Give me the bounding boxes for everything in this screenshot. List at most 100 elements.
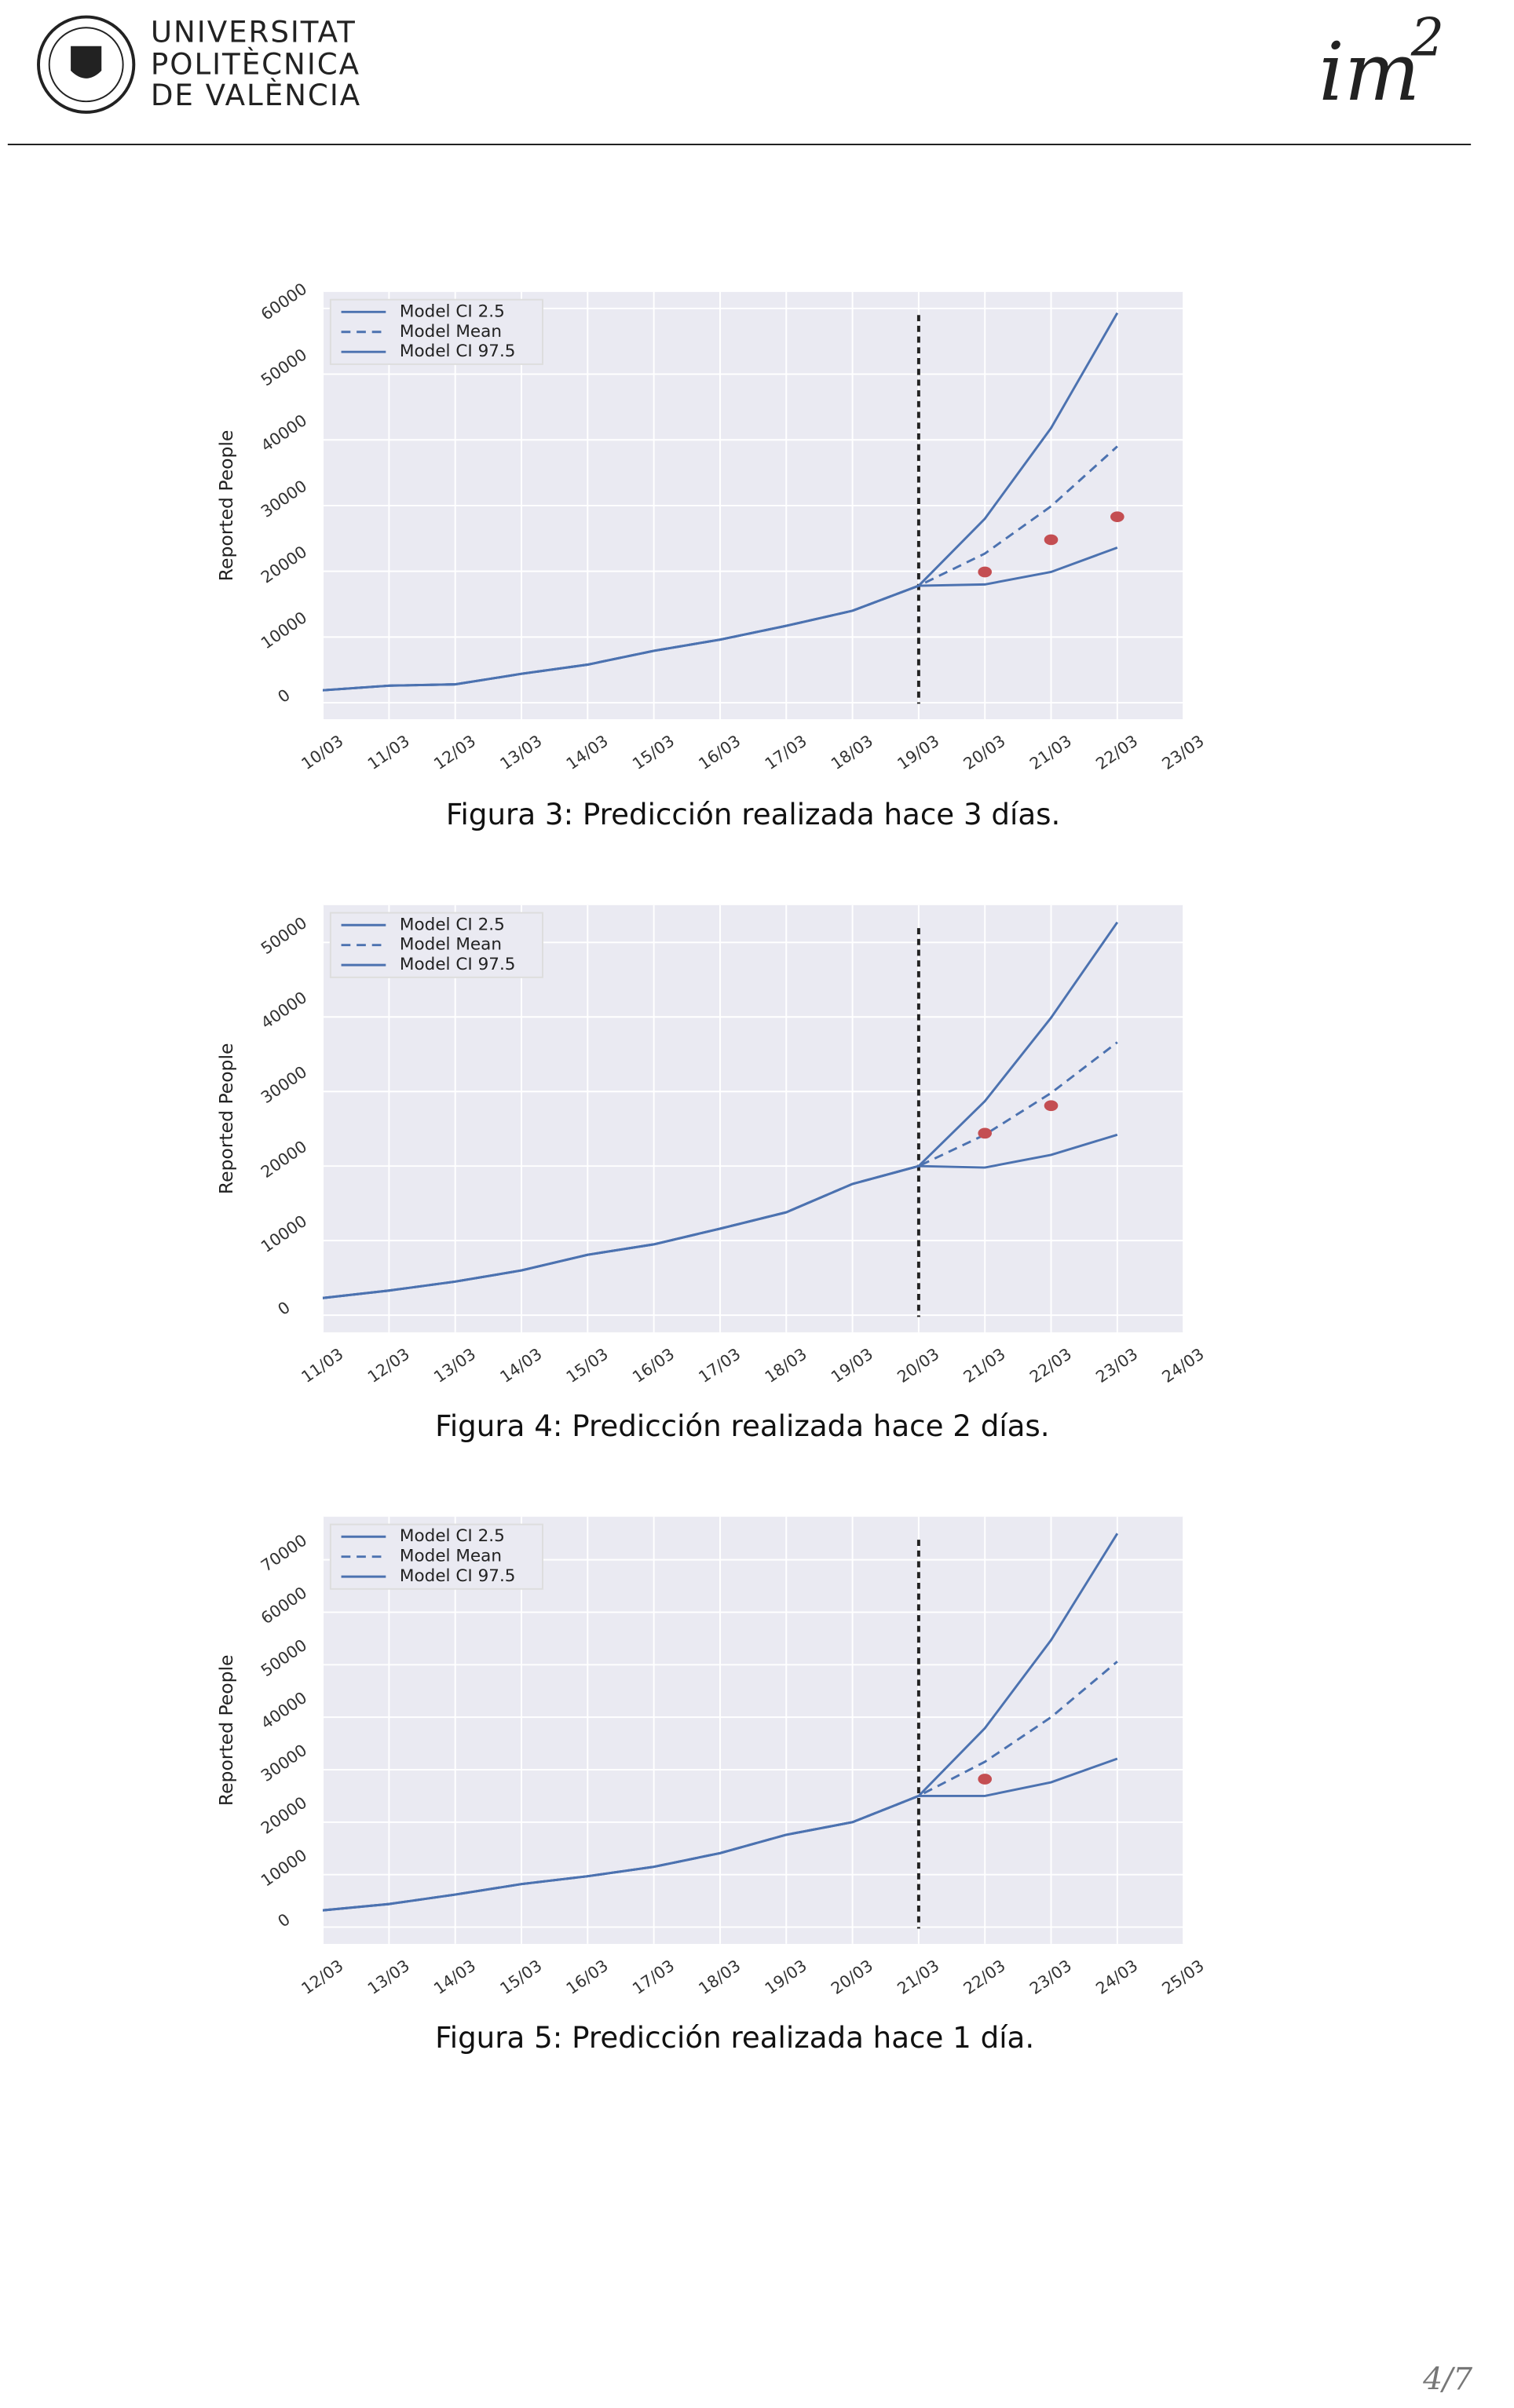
x-tick-label: 18/03	[762, 1344, 810, 1387]
university-line: DE VALÈNCIA	[151, 78, 361, 112]
seal-shield	[71, 46, 102, 79]
legend-label: Model Mean	[400, 935, 502, 955]
legend-label: Model CI 2.5	[400, 301, 505, 321]
x-tick-label: 22/03	[1026, 1344, 1075, 1387]
y-axis-label: Reported People	[215, 430, 237, 582]
observed-point	[1044, 534, 1059, 546]
chart: 10/03 11/03 12/03 13/03 14/03 15/03 16/03 17/03…	[215, 280, 1207, 773]
x-tick-label: 14/03	[563, 731, 612, 773]
x-tick-label: 16/03	[563, 1956, 612, 1998]
x-tick-label: 14/03	[430, 1956, 479, 1998]
series-line	[322, 312, 1119, 692]
y-tick-label: 20000	[258, 1793, 310, 1838]
seal	[37, 15, 136, 114]
observed-point	[1110, 511, 1125, 523]
y-tick-label: 70000	[258, 1530, 310, 1575]
x-tick-label: 16/03	[629, 1344, 678, 1387]
x-tick-label: 11/03	[364, 731, 413, 773]
observed-point	[978, 1774, 993, 1785]
series-line	[322, 921, 1119, 1299]
caption: Figura 4: Predicción realizada hace 2 dí…	[435, 1409, 1049, 1443]
chart: 12/03 13/03 14/03 15/03 16/03 17/03 18/03 19/03…	[215, 1516, 1208, 1998]
y-tick-label: 30000	[258, 1062, 310, 1107]
legend-label: Model CI 97.5	[400, 1566, 516, 1586]
im2-logo-sup: 2	[1410, 6, 1444, 68]
x-tick-label: 24/03	[1158, 1344, 1207, 1387]
x-tick-label: 20/03	[894, 1344, 942, 1387]
y-tick-label: 0	[274, 1909, 293, 1931]
page-number: 4/7	[1422, 2362, 1472, 2398]
x-tick-label: 24/03	[1092, 1956, 1141, 1998]
y-tick-label: 20000	[258, 1137, 310, 1182]
y-tick-label: 40000	[258, 1688, 310, 1733]
x-tick-label: 13/03	[430, 1344, 479, 1387]
y-tick-label: 50000	[258, 913, 310, 958]
y-tick-label: 10000	[258, 608, 310, 652]
x-tick-label: 16/03	[695, 731, 744, 773]
x-tick-label: 19/03	[762, 1956, 810, 1998]
y-tick-label: 50000	[258, 345, 310, 389]
x-tick-label: 17/03	[695, 1344, 744, 1387]
university-line: POLITÈCNICA	[151, 47, 360, 82]
x-tick-label: 12/03	[430, 731, 479, 773]
y-tick-label: 40000	[258, 988, 310, 1032]
observed-point	[1044, 1100, 1059, 1112]
x-tick-label: 17/03	[629, 1956, 678, 1998]
seal-inner	[48, 27, 124, 103]
y-tick-label: 60000	[258, 280, 310, 324]
y-tick-label: 10000	[258, 1845, 310, 1890]
x-tick-label: 15/03	[496, 1956, 545, 1998]
legend-label: Model Mean	[400, 322, 502, 342]
x-tick-label: 18/03	[828, 731, 876, 773]
caption: Figura 3: Predicción realizada hace 3 dí…	[446, 797, 1060, 831]
legend-label: Model CI 97.5	[400, 342, 516, 361]
y-tick-label: 50000	[258, 1635, 310, 1680]
series-line	[322, 1533, 1119, 1912]
x-tick-label: 22/03	[960, 1956, 1008, 1998]
y-tick-label: 0	[274, 685, 293, 707]
x-tick-label: 25/03	[1158, 1956, 1207, 1998]
x-tick-label: 21/03	[960, 1344, 1008, 1387]
x-tick-label: 12/03	[298, 1956, 346, 1998]
y-tick-label: 0	[274, 1298, 293, 1319]
legend-label: Model CI 2.5	[400, 1526, 505, 1546]
y-axis-label: Reported People	[215, 1655, 237, 1807]
x-tick-label: 21/03	[894, 1956, 942, 1998]
observed-point	[978, 566, 993, 578]
x-tick-label: 23/03	[1026, 1956, 1075, 1998]
x-tick-label: 18/03	[695, 1956, 744, 1998]
x-tick-label: 12/03	[364, 1344, 413, 1387]
y-tick-label: 30000	[258, 477, 310, 521]
chart: 11/03 12/03 13/03 14/03 15/03 16/03 17/03 18/03…	[215, 904, 1208, 1387]
legend-label: Model Mean	[400, 1547, 502, 1566]
y-tick-label: 40000	[258, 411, 310, 455]
caption: Figura 5: Predicción realizada hace 1 dí…	[435, 2020, 1034, 2055]
y-axis-label: Reported People	[215, 1043, 237, 1195]
y-tick-label: 20000	[258, 542, 310, 586]
x-tick-label: 20/03	[960, 731, 1008, 773]
x-tick-label: 11/03	[298, 1344, 346, 1387]
legend-label: Model CI 2.5	[400, 915, 505, 934]
x-tick-label: 22/03	[1092, 731, 1141, 773]
x-tick-label: 19/03	[828, 1344, 876, 1387]
y-tick-label: 10000	[258, 1211, 310, 1256]
x-tick-label: 20/03	[828, 1956, 876, 1998]
university-line: UNIVERSITAT	[151, 15, 357, 49]
x-tick-label: 17/03	[762, 731, 810, 773]
x-tick-label: 13/03	[364, 1956, 413, 1998]
header: UNIVERSITAT POLITÈCNICA DE VALÈNCIA im 2	[7, 6, 1472, 145]
x-tick-label: 23/03	[1158, 731, 1207, 773]
y-tick-label: 30000	[258, 1741, 310, 1785]
x-tick-label: 19/03	[894, 731, 942, 773]
x-tick-label: 13/03	[496, 731, 545, 773]
x-tick-label: 10/03	[298, 731, 346, 773]
legend-label: Model CI 97.5	[400, 955, 516, 974]
im2-logo: im	[1318, 27, 1420, 119]
x-tick-label: 15/03	[629, 731, 678, 773]
y-tick-label: 60000	[258, 1583, 310, 1628]
observed-point	[978, 1127, 993, 1139]
x-tick-label: 14/03	[496, 1344, 545, 1387]
x-tick-label: 15/03	[563, 1344, 612, 1387]
